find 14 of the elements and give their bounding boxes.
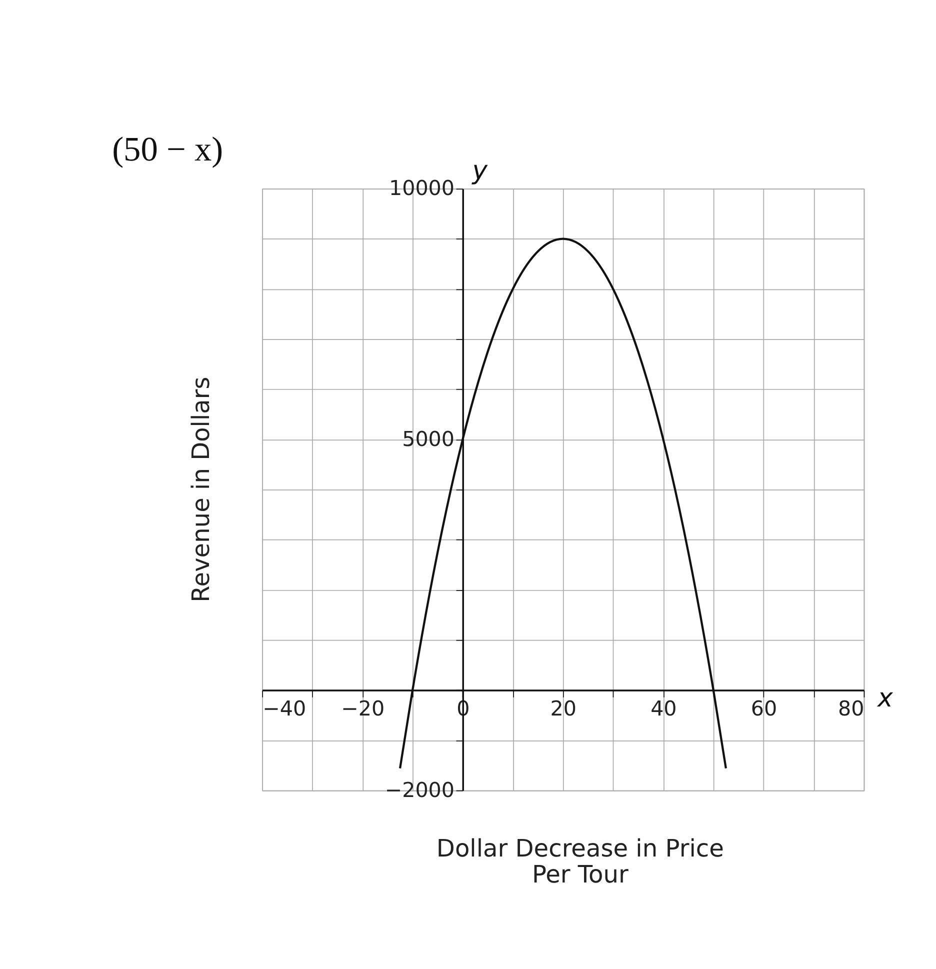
x-tick-label: −40: [262, 696, 306, 720]
y-axis-title: Revenue in Dollars: [186, 376, 215, 602]
text: y: [471, 156, 488, 186]
x-tick-label: 40: [650, 696, 677, 720]
x-tick-label: 60: [750, 696, 778, 720]
text: x: [876, 683, 894, 714]
y-tick-label: 10000: [388, 176, 455, 200]
x-tick-label: −20: [341, 696, 385, 720]
y-tick-label: 5000: [402, 426, 455, 451]
x-tick-label: 80: [838, 696, 864, 720]
x-tick-label: 20: [550, 696, 577, 720]
text: (50 − x): [112, 130, 224, 168]
x-axis-title: Dollar Decrease in Price Per Tour: [436, 834, 724, 888]
y-tick-label: −2000: [384, 778, 455, 802]
